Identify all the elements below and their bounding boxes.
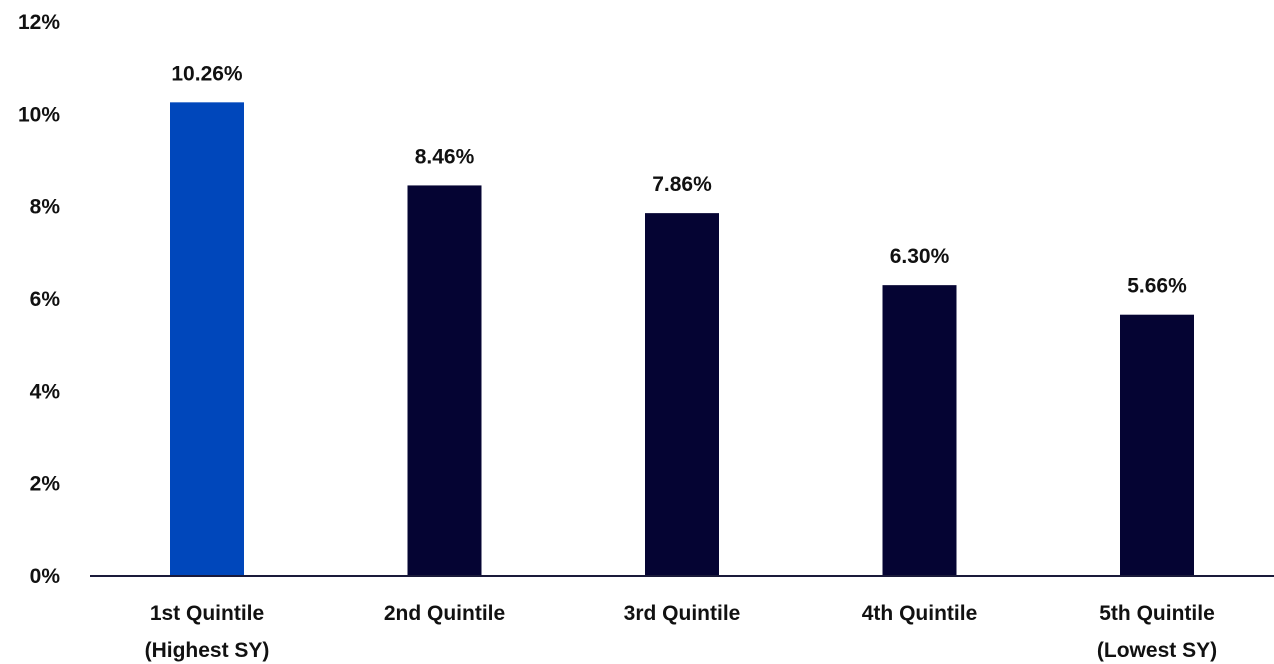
bar [170, 102, 244, 576]
y-tick-label: 10% [18, 103, 60, 126]
bar [1120, 314, 1194, 576]
data-labels: 10.26% 8.46% 7.86% 6.30% 5.66% [171, 62, 1187, 297]
data-label: 10.26% [171, 62, 243, 85]
y-axis-ticks: 0% 2% 4% 6% 8% 10% 12% [18, 11, 60, 588]
data-label: 7.86% [652, 173, 712, 196]
bar [645, 213, 719, 576]
x-category-label: 3rd Quintile [624, 602, 741, 625]
data-label: 5.66% [1127, 275, 1187, 298]
y-tick-label: 4% [30, 380, 61, 403]
x-category-label: 1st Quintile [150, 602, 264, 625]
data-label: 6.30% [890, 245, 950, 268]
x-category-label: (Lowest SY) [1097, 639, 1217, 662]
data-label: 8.46% [415, 145, 475, 168]
y-tick-label: 2% [30, 473, 61, 496]
y-tick-label: 12% [18, 11, 60, 34]
y-tick-label: 6% [30, 288, 61, 311]
y-tick-label: 0% [30, 565, 61, 588]
x-category-label: 5th Quintile [1099, 602, 1215, 625]
y-tick-label: 8% [30, 196, 61, 219]
bar [407, 185, 482, 576]
x-category-label: 2nd Quintile [384, 602, 505, 625]
bar [882, 285, 957, 576]
x-category-label: 4th Quintile [862, 602, 978, 625]
x-category-label: (Highest SY) [145, 639, 270, 662]
bars [170, 102, 1194, 576]
x-axis-labels: 1st Quintile (Highest SY) 2nd Quintile 3rd … [145, 602, 1218, 662]
